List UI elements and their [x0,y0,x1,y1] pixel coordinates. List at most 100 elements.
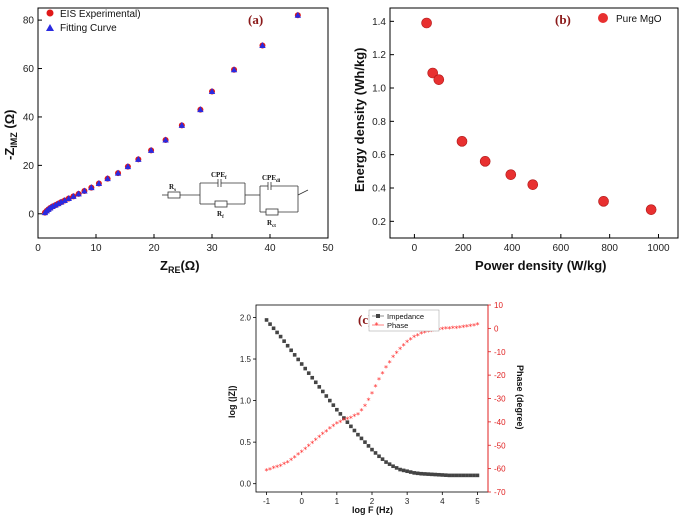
impedance-point [454,473,459,478]
resistor-rf [214,200,228,208]
panel-a-xtick-label: 0 [35,243,41,254]
phase-point: * [296,451,300,460]
impedance-point [451,473,455,478]
fitting-curve-point [95,180,103,187]
phase-point: * [293,454,297,463]
panel-b-xtick-label: 1000 [647,243,670,254]
phase-point: * [345,416,349,425]
impedance-point [299,362,304,366]
panel-b-ytick-label: 0.6 [372,150,386,161]
pure-mgo-point [427,67,439,79]
impedance-point [370,447,374,452]
pure-mgo-point [505,169,517,180]
fitting-curve-point [88,184,95,191]
phase-point: * [472,322,476,331]
impedance-point [292,353,297,357]
phase-point: * [426,328,430,337]
fitting-curve-point [294,11,302,18]
panel-c-ytick-label: 0.5 [240,438,252,447]
panel-b-xtick-label: 600 [553,243,570,254]
impedance-point [433,472,438,477]
panel-b-xtick-label: 0 [412,243,418,254]
phase-point: * [268,466,272,475]
panel-c-ytick-label: 0.0 [240,480,252,489]
phase-point: * [402,342,406,351]
impedance-point [320,389,325,394]
panel-c-legend-box [368,309,440,332]
panel-c-ytick-right-label: -20 [494,371,506,380]
phase-point: * [468,323,472,332]
impedance-point [335,407,339,412]
phase-point: * [377,376,381,385]
panel-c: (c) -1 0 1 2 3 4 50.00.51.01.52.0100-10-20-30-… [227,301,525,515]
circuit-label-rct: Rct [267,219,276,229]
legend-label-phase: Phase [387,321,408,330]
impedance-point [268,322,272,326]
panel-a-ylabel: -ZIMZ (Ω) [2,110,19,160]
impedance-point [472,473,476,478]
impedance-point [373,451,378,455]
panel-c-legend: Impedance * Phase [368,309,440,332]
panel-b-ytick-label: 0.4 [372,184,386,195]
fitting-curve-point [124,163,132,170]
impedance-point [306,371,311,375]
panel-c-ylabel: log (|Z|) [227,385,237,418]
fitting-curve-point [81,187,88,194]
panel-c-ytick-right-label: -60 [494,465,506,474]
impedance-point [429,472,434,477]
panel-c-xtick-label: 1 [335,497,340,506]
phase-point: * [328,425,332,434]
circuit-labels: Rs CPEf CPEdl Rf Rct [169,171,281,229]
panel-c-ylabel-right: Phase (degree) [515,365,525,430]
impedance-point [324,394,329,398]
impedance-point [458,473,462,478]
impedance-point [412,471,416,475]
panel-c-ytick-label: 2.0 [240,313,252,322]
fitting-curve-point [135,155,142,162]
panel-b-ylabel: Energy density (Wh/kg) [352,48,367,192]
phase-point: * [430,327,434,336]
phase-point: * [314,437,318,446]
panel-c-ytick-right-label: -30 [494,395,506,404]
phase-point: * [282,461,286,470]
phase-point: * [352,413,356,422]
impedance-point [384,460,388,464]
legend-marker-phase: * [375,321,379,330]
impedance-point [282,339,286,343]
pure-mgo-point [527,179,539,190]
phase-point: * [444,325,448,334]
impedance-point [271,326,276,331]
fitting-curve-point [197,106,204,113]
panel-c-xtick-label: 0 [299,497,304,506]
phase-point: * [409,336,413,345]
panel-c-xtick-label: 3 [405,497,410,506]
impedance-point [461,473,466,478]
impedance-point [264,318,269,322]
impedance-point [394,466,399,470]
legend-marker-mgo [598,13,608,23]
panel-a-label: (a) [248,12,263,27]
phase-point: * [416,332,420,341]
fitting-curve-point [208,88,216,95]
pure-mgo-point [598,196,609,207]
legend-marker-impedance [376,314,380,318]
phase-point: * [321,431,325,440]
phase-point: * [331,423,335,432]
impedance-point [436,472,441,477]
phase-point: * [454,324,458,333]
phase-point: * [423,329,427,338]
impedance-point [289,348,293,353]
phase-point: * [461,324,465,333]
phase-point: * [324,428,328,437]
impedance-point [468,473,473,478]
panel-a-xtick-label: 20 [148,243,160,254]
equivalent-circuit [162,179,309,216]
impedance-point [363,440,367,444]
phase-point: * [307,442,311,451]
phase-point: * [300,448,304,457]
panel-a-ytick-label: 40 [23,112,35,123]
impedance-point [328,398,332,403]
impedance-point [405,469,409,474]
phase-point: * [272,465,276,474]
panel-b-ytick-label: 1.2 [372,50,386,61]
